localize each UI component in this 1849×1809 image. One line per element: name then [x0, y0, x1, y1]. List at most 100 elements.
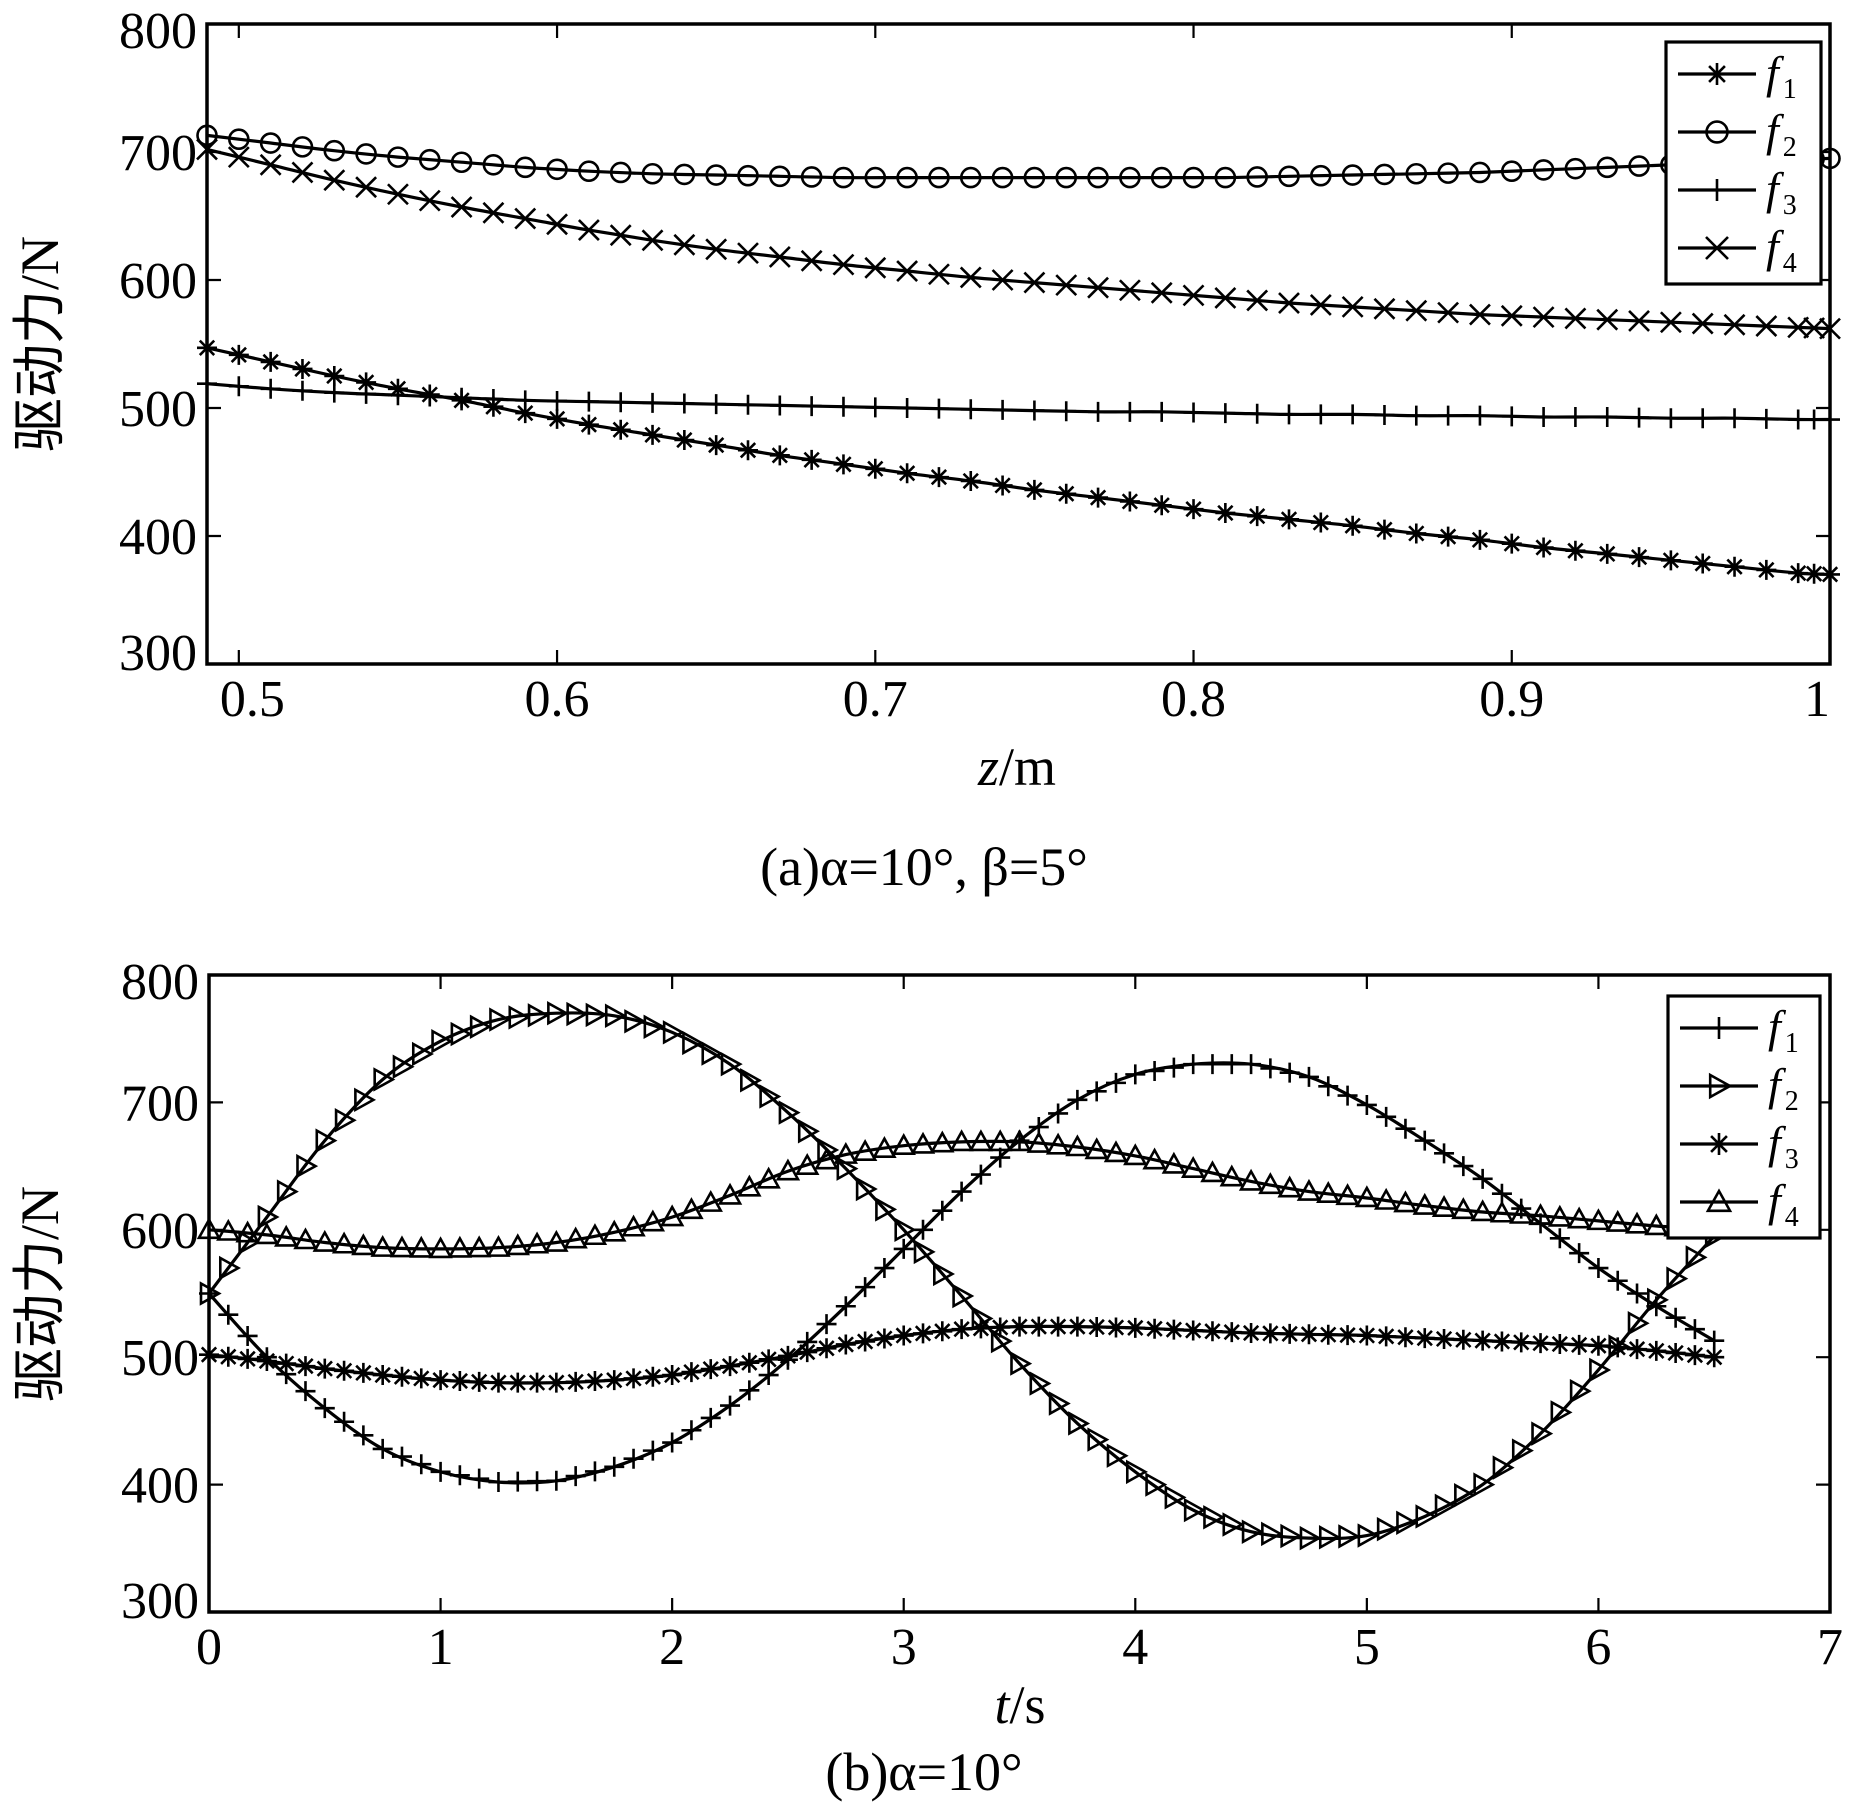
legend-box: [1666, 994, 1822, 1240]
plot-frame: [205, 22, 1832, 666]
data-point: [1241, 1054, 1262, 1075]
data-point: [1549, 1334, 1570, 1355]
data-point: [701, 1041, 724, 1066]
data-point: [411, 1454, 432, 1475]
data-point: [769, 395, 790, 416]
data-point: [1298, 1324, 1319, 1345]
data-point: [706, 394, 727, 415]
data-point: [604, 1003, 627, 1028]
data-point: [387, 146, 409, 168]
data-point: [488, 1372, 509, 1393]
data-point: [769, 165, 791, 188]
x-axis-variable: t: [994, 1675, 1011, 1735]
data-point: [447, 1235, 473, 1258]
data-point: [578, 414, 599, 435]
data-point: [1684, 1319, 1705, 1340]
data-point: [196, 1217, 222, 1240]
data-point: [1588, 1258, 1609, 1279]
x-tick-label: 1: [1804, 671, 1830, 728]
data-point: [674, 430, 695, 450]
data-point: [1724, 556, 1745, 577]
data-point: [1067, 1089, 1088, 1110]
data-point: [1491, 1183, 1512, 1204]
data-point: [1373, 1187, 1399, 1210]
data-point: [896, 260, 919, 282]
data-point: [218, 1255, 241, 1281]
data-point: [354, 1087, 377, 1113]
data-point: [489, 1007, 512, 1032]
data-point: [1473, 1472, 1496, 1497]
data-point: [1607, 1337, 1628, 1358]
data-point: [1316, 1181, 1341, 1203]
data-point: [1500, 304, 1523, 327]
data-point: [1393, 1190, 1418, 1213]
data-point: [1454, 1483, 1477, 1508]
data-point: [391, 1446, 412, 1467]
data-point: [800, 166, 823, 188]
data-point: [992, 399, 1013, 420]
data-point: [673, 163, 696, 186]
data-point: [891, 1133, 916, 1156]
data-point: [992, 475, 1013, 496]
y-tick-label: 500: [121, 1330, 199, 1387]
data-point: [1820, 564, 1840, 585]
data-point: [894, 1217, 917, 1243]
data-point: [1024, 400, 1045, 421]
data-point: [987, 1129, 1013, 1152]
data-point: [1125, 1317, 1146, 1338]
data-point: [1028, 1316, 1049, 1337]
data-point: [260, 351, 281, 372]
data-point: [1470, 1199, 1495, 1222]
data-point: [391, 1366, 412, 1387]
data-point: [1055, 166, 1078, 189]
data-point: [1214, 287, 1237, 309]
data-point: [482, 201, 505, 224]
data-point: [238, 1230, 261, 1255]
data-point: [199, 1281, 222, 1306]
data-point: [565, 1371, 586, 1392]
data-point: [960, 470, 981, 491]
data-point: [1605, 1209, 1630, 1232]
data-point: [584, 1461, 605, 1482]
data-point: [833, 454, 854, 475]
data-point: [1531, 1421, 1554, 1446]
data-point: [273, 1224, 299, 1247]
data-point: [356, 372, 377, 393]
data-point: [1659, 311, 1682, 334]
data-point: [1415, 1504, 1438, 1529]
data-point: [1565, 406, 1586, 427]
data-point: [705, 164, 727, 186]
data-point: [1318, 1324, 1339, 1345]
data-point: [1238, 1168, 1264, 1191]
data-point: [1144, 1060, 1165, 1081]
data-point: [832, 166, 855, 189]
data-point: [1376, 1326, 1397, 1347]
data-point: [527, 1471, 548, 1492]
data-point: [515, 403, 536, 424]
data-point: [450, 151, 473, 174]
data-point: [291, 136, 314, 158]
data-point: [1007, 1129, 1032, 1152]
data-point: [897, 398, 918, 418]
data-point: [1405, 299, 1428, 322]
data-point: [1597, 406, 1618, 427]
data-point: [334, 1411, 355, 1432]
data-point: [1261, 1521, 1284, 1547]
data-point: [681, 1420, 702, 1441]
data-point: [1247, 506, 1268, 527]
data-point: [602, 1219, 627, 1242]
data-point: [928, 398, 949, 419]
data-point: [227, 146, 250, 169]
series-f4: [196, 1129, 1727, 1259]
data-point: [514, 207, 537, 230]
data-point: [1298, 1066, 1319, 1087]
data-point: [1528, 1203, 1553, 1226]
data-point: [1065, 1134, 1090, 1157]
data-point: [228, 344, 249, 365]
data-point: [1123, 1143, 1148, 1166]
data-point: [237, 1325, 258, 1346]
data-point: [1569, 1378, 1592, 1404]
x-axis-unit: /s: [1009, 1675, 1045, 1735]
data-point: [816, 1338, 837, 1359]
